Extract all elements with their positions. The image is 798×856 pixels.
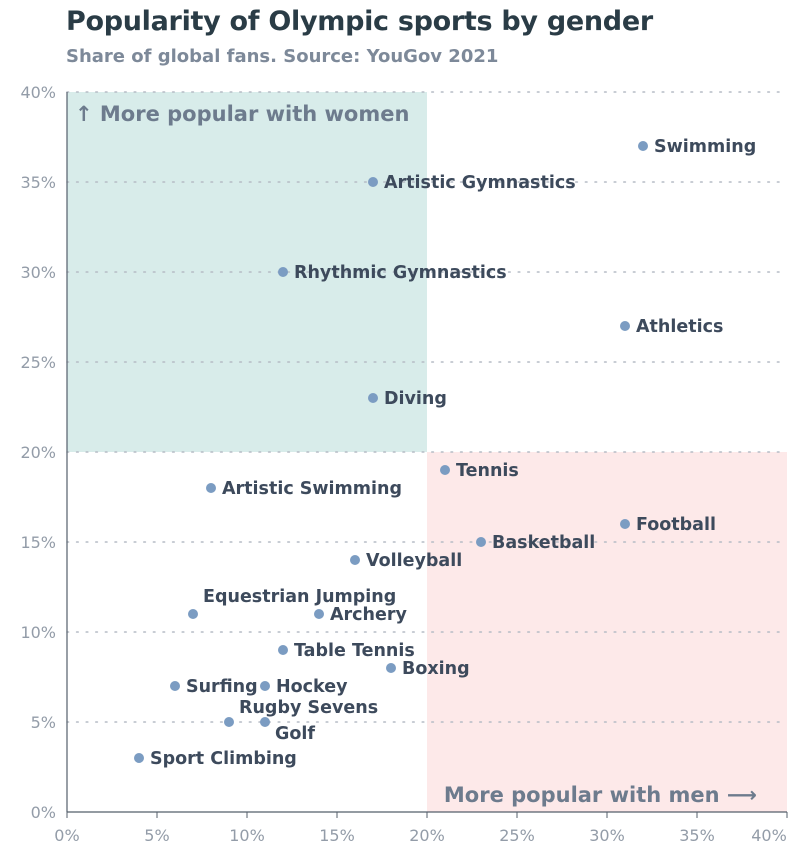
- point-football: [620, 519, 630, 529]
- point-label-boxing: Boxing: [402, 659, 470, 679]
- point-swimming: [638, 141, 648, 151]
- point-rugby-sevens: [224, 717, 234, 727]
- point-diving: [368, 393, 378, 403]
- point-label-swimming: Swimming: [654, 137, 756, 157]
- point-athletics: [620, 321, 630, 331]
- point-label-archery: Archery: [330, 605, 408, 625]
- point-artistic-swimming: [206, 483, 216, 493]
- x-tick-label: 0%: [54, 826, 79, 845]
- chart-subtitle: Share of global fans. Source: YouGov 202…: [66, 46, 499, 67]
- point-label-equestrian-jumping: Equestrian Jumping: [203, 587, 396, 607]
- y-tick-label: 15%: [20, 533, 56, 552]
- point-label-rhythmic-gymnastics: Rhythmic Gymnastics: [294, 263, 507, 283]
- y-tick-label: 20%: [20, 443, 56, 462]
- y-tick-label: 35%: [20, 173, 56, 192]
- point-label-table-tennis: Table Tennis: [294, 641, 415, 661]
- x-tick-label: 30%: [589, 826, 625, 845]
- axes-layer: 0% 5% 10% 15% 20% 25% 30% 35% 40% 0% 5% 10% 15% 20% 25…: [20, 83, 788, 845]
- point-label-diving: Diving: [384, 389, 447, 409]
- x-tick-label: 5%: [144, 826, 169, 845]
- point-label-rugby-sevens: Rugby Sevens: [239, 698, 378, 718]
- point-label-hockey: Hockey: [276, 677, 348, 697]
- x-tick-label: 35%: [679, 826, 715, 845]
- y-tick-label: 10%: [20, 623, 56, 642]
- point-tennis: [440, 465, 450, 475]
- point-label-artistic-gymnastics: Artistic Gymnastics: [384, 173, 576, 193]
- y-tick-label: 40%: [20, 83, 56, 102]
- y-tick-label: 0%: [31, 803, 56, 822]
- point-table-tennis: [278, 645, 288, 655]
- men-zone-label: More popular with men ⟶: [444, 783, 757, 807]
- y-tick-label: 5%: [31, 713, 56, 732]
- point-label-football: Football: [636, 515, 716, 535]
- point-label-surfing: Surfing: [186, 677, 258, 697]
- point-hockey: [260, 681, 270, 691]
- point-rhythmic-gymnastics: [278, 267, 288, 277]
- x-tick-label: 40%: [751, 826, 787, 845]
- point-volleyball: [350, 555, 360, 565]
- point-label-athletics: Athletics: [636, 317, 723, 337]
- x-tick-label: 25%: [499, 826, 535, 845]
- points-layer: Swimming Artistic Gymnastics Rhythmic Gymn…: [134, 137, 756, 769]
- chart-title: Popularity of Olympic sports by gender: [66, 6, 653, 37]
- x-tick-label: 20%: [409, 826, 445, 845]
- point-golf: [260, 717, 270, 727]
- point-sport-climbing: [134, 753, 144, 763]
- point-label-basketball: Basketball: [492, 533, 595, 553]
- y-tick-label: 30%: [20, 263, 56, 282]
- point-artistic-gymnastics: [368, 177, 378, 187]
- women-zone-label: ↑ More popular with women: [75, 102, 409, 126]
- point-label-sport-climbing: Sport Climbing: [150, 749, 297, 769]
- point-basketball: [476, 537, 486, 547]
- point-label-tennis: Tennis: [456, 461, 519, 481]
- point-surfing: [170, 681, 180, 691]
- point-label-artistic-swimming: Artistic Swimming: [222, 479, 402, 499]
- point-boxing: [386, 663, 396, 673]
- x-tick-label: 10%: [229, 826, 265, 845]
- x-tick-label: 15%: [319, 826, 355, 845]
- point-label-volleyball: Volleyball: [366, 551, 462, 571]
- point-label-golf: Golf: [275, 724, 315, 744]
- point-archery: [314, 609, 324, 619]
- point-equestrian-jumping: [188, 609, 198, 619]
- y-tick-label: 25%: [20, 353, 56, 372]
